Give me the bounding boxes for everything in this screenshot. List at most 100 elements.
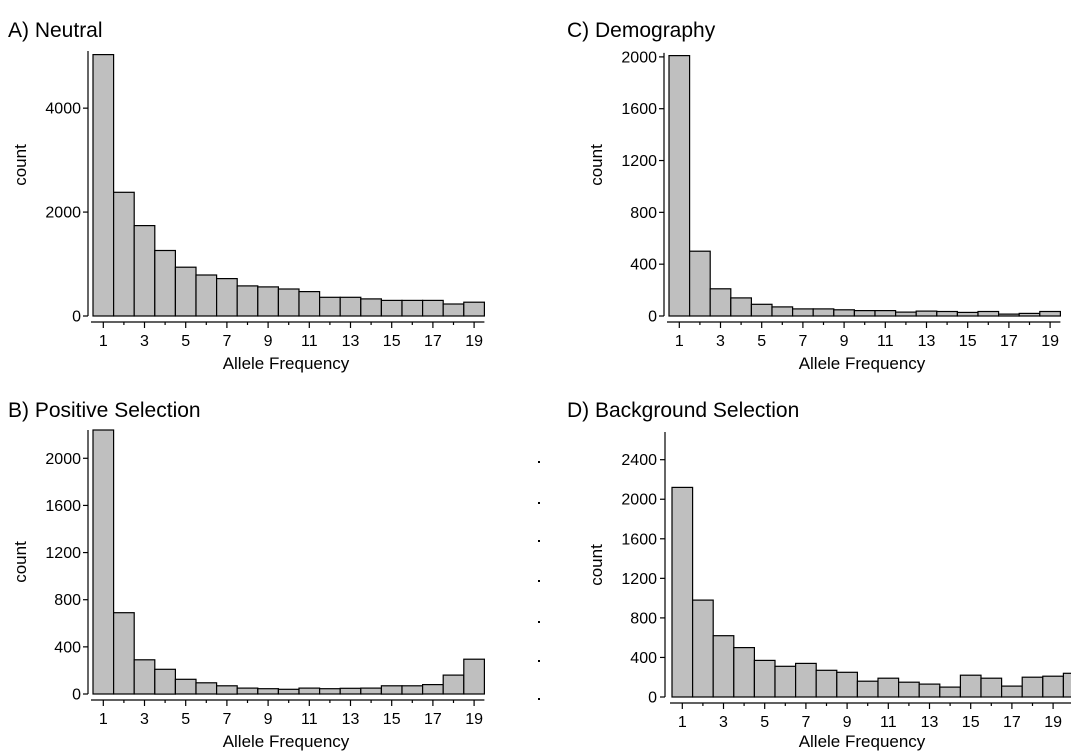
y-tick-label: 400 xyxy=(630,650,657,667)
histogram-bar xyxy=(856,680,879,698)
x-tick-label: 9 xyxy=(840,333,849,350)
histogram-bar xyxy=(750,303,773,317)
histogram-bar xyxy=(380,299,403,317)
x-tick-label: 11 xyxy=(301,711,318,728)
histogram-bar xyxy=(112,191,135,317)
y-tick-label: 800 xyxy=(630,610,657,627)
histogram-bar xyxy=(339,296,362,317)
x-tick-label: 19 xyxy=(1044,714,1062,731)
x-tick-label: 3 xyxy=(140,711,149,728)
histogram-bar xyxy=(257,286,279,317)
histogram-bar xyxy=(771,306,794,317)
histogram-bar xyxy=(380,685,403,695)
y-axis-label: count xyxy=(11,541,30,583)
x-tick-label: 13 xyxy=(342,711,360,728)
y-tick-label: 0 xyxy=(72,309,81,326)
x-tick-label: 15 xyxy=(962,714,980,731)
y-tick-label: 1200 xyxy=(621,153,657,170)
histogram-bar xyxy=(753,659,776,698)
x-tick-label: 5 xyxy=(181,711,190,728)
histogram-bar xyxy=(1018,312,1041,317)
y-axis-label: count xyxy=(11,144,30,186)
histogram-bar xyxy=(339,687,362,695)
histogram-bar xyxy=(980,677,1003,698)
x-tick-label: 17 xyxy=(424,333,442,350)
histogram-bar xyxy=(836,671,858,698)
x-tick-label: 17 xyxy=(1000,333,1018,350)
histogram-bar xyxy=(853,310,876,317)
histogram-bar xyxy=(1062,672,1071,698)
histogram-bar xyxy=(668,54,691,317)
histogram-bar xyxy=(174,678,197,695)
histogram-bar xyxy=(918,683,941,698)
x-tick-label: 11 xyxy=(880,714,897,731)
histogram-bar xyxy=(874,310,897,317)
x-tick-label: 5 xyxy=(760,714,769,731)
histogram-bar xyxy=(730,297,752,317)
y-tick-label: 400 xyxy=(54,639,81,656)
histogram-bar xyxy=(712,635,735,698)
panel-neutral: A) Neutral count Allele Frequency 0 2000 4… xyxy=(8,19,485,373)
separator-dot xyxy=(538,461,540,463)
panel-title: C) Demography xyxy=(567,19,716,42)
histogram-bar xyxy=(216,278,238,317)
x-tick-label: 19 xyxy=(465,711,483,728)
histogram-bar xyxy=(298,291,321,317)
y-tick-label: 1600 xyxy=(621,531,657,548)
panel-background-selection: D) Background Selection count Allele Fre… xyxy=(567,399,1071,751)
x-tick-label: 7 xyxy=(798,333,807,350)
histogram-bar xyxy=(236,285,259,317)
histogram-bar xyxy=(463,658,485,695)
histogram-bar xyxy=(401,299,424,317)
y-tick-label: 800 xyxy=(54,592,81,609)
x-tick-label: 1 xyxy=(678,714,687,731)
y-tick-label: 400 xyxy=(630,257,657,274)
y-tick-label: 2000 xyxy=(621,492,657,509)
histogram-bar xyxy=(671,486,694,698)
y-tick-label: 0 xyxy=(648,690,657,707)
panel-title: B) Positive Selection xyxy=(8,399,201,422)
histogram-bar xyxy=(733,646,755,698)
x-tick-label: 7 xyxy=(222,333,231,350)
x-tick-label: 5 xyxy=(181,333,190,350)
x-tick-label: 13 xyxy=(918,333,936,350)
x-tick-label: 15 xyxy=(383,711,401,728)
separator-dot xyxy=(538,698,540,700)
x-tick-label: 17 xyxy=(424,711,442,728)
histogram-bar xyxy=(959,674,982,698)
histogram-bar xyxy=(877,677,900,698)
histogram-bar xyxy=(174,266,197,317)
y-axis-label: count xyxy=(587,144,606,186)
histogram-bar xyxy=(791,308,814,317)
x-tick-label: 19 xyxy=(465,333,483,350)
histogram-bar xyxy=(401,685,424,695)
histogram-bar xyxy=(709,288,732,317)
histogram-bar xyxy=(442,674,465,695)
histogram-bar xyxy=(319,688,341,695)
y-tick-label: 2400 xyxy=(621,452,657,469)
x-tick-label: 5 xyxy=(757,333,766,350)
histogram-bar xyxy=(812,308,835,317)
y-tick-label: 1600 xyxy=(45,498,81,515)
histogram-bar xyxy=(92,429,115,695)
x-tick-label: 7 xyxy=(801,714,810,731)
histogram-bar xyxy=(92,53,115,317)
panel-title: D) Background Selection xyxy=(567,399,799,422)
separator-dot xyxy=(538,660,540,662)
histogram-bar xyxy=(195,682,218,695)
y-tick-label: 0 xyxy=(648,309,657,326)
histogram-bar xyxy=(319,296,341,317)
x-tick-label: 15 xyxy=(383,333,401,350)
histogram-bar xyxy=(442,303,465,317)
x-tick-label: 9 xyxy=(264,711,273,728)
histogram-bar xyxy=(977,310,1000,317)
histogram-bar xyxy=(815,669,838,698)
histogram-bar xyxy=(277,688,300,695)
histogram-bar xyxy=(154,668,177,695)
histogram-bar xyxy=(112,612,135,695)
y-tick-label: 4000 xyxy=(45,101,81,118)
histogram-bar xyxy=(195,274,218,317)
separator-dots xyxy=(538,461,540,700)
